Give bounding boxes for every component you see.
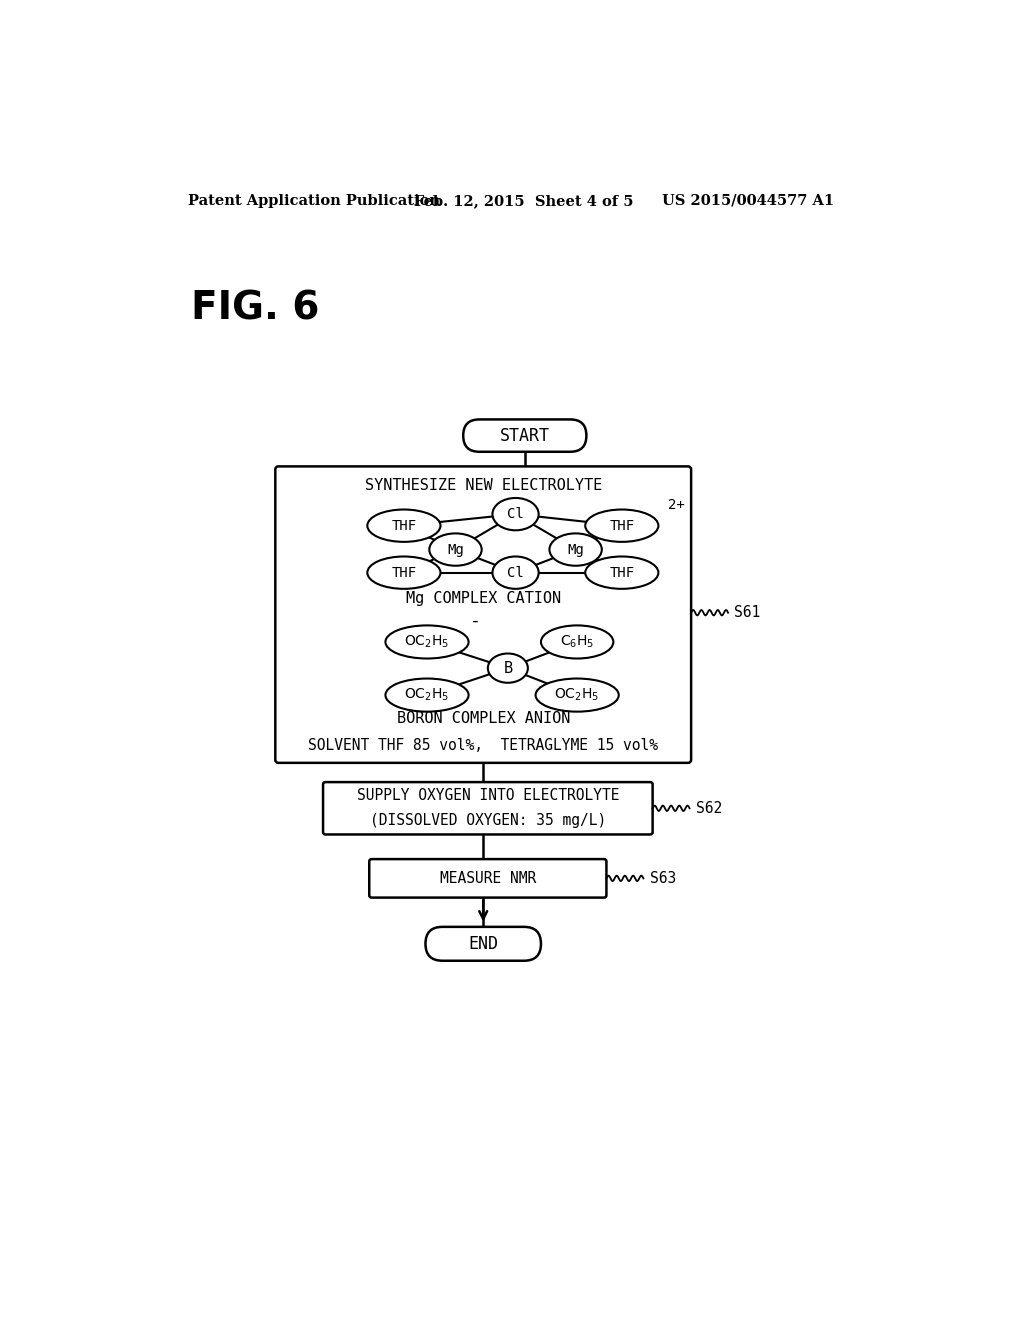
Text: SYNTHESIZE NEW ELECTROLYTE: SYNTHESIZE NEW ELECTROLYTE — [365, 478, 602, 494]
Ellipse shape — [487, 653, 528, 682]
Text: $\mathsf{C_6H_5}$: $\mathsf{C_6H_5}$ — [560, 634, 594, 651]
Ellipse shape — [368, 510, 440, 541]
FancyBboxPatch shape — [323, 781, 652, 834]
Text: Patent Application Publication: Patent Application Publication — [188, 194, 440, 207]
Text: Mg: Mg — [567, 543, 584, 557]
Text: S61: S61 — [734, 605, 761, 620]
Ellipse shape — [493, 557, 539, 589]
Text: THF: THF — [391, 566, 417, 579]
Ellipse shape — [541, 626, 613, 659]
Text: THF: THF — [609, 566, 635, 579]
FancyBboxPatch shape — [370, 859, 606, 898]
Text: S62: S62 — [695, 801, 722, 816]
Text: $\mathsf{OC_2H_5}$: $\mathsf{OC_2H_5}$ — [404, 634, 450, 651]
Ellipse shape — [536, 678, 618, 711]
Text: 2+: 2+ — [668, 498, 685, 512]
Text: THF: THF — [609, 519, 635, 533]
Ellipse shape — [550, 533, 602, 566]
Text: BORON COMPLEX ANION: BORON COMPLEX ANION — [396, 710, 570, 726]
Ellipse shape — [385, 626, 469, 659]
Text: FIG. 6: FIG. 6 — [190, 289, 319, 327]
Text: Cl: Cl — [507, 566, 524, 579]
FancyBboxPatch shape — [275, 466, 691, 763]
Text: Cl: Cl — [507, 507, 524, 521]
Text: START: START — [500, 426, 550, 445]
Ellipse shape — [586, 510, 658, 541]
Text: THF: THF — [391, 519, 417, 533]
Text: $\mathsf{OC_2H_5}$: $\mathsf{OC_2H_5}$ — [404, 686, 450, 704]
FancyBboxPatch shape — [463, 420, 587, 451]
Text: Mg COMPLEX CATION: Mg COMPLEX CATION — [406, 591, 561, 606]
Text: END: END — [468, 935, 499, 953]
Ellipse shape — [586, 557, 658, 589]
Text: Feb. 12, 2015  Sheet 4 of 5: Feb. 12, 2015 Sheet 4 of 5 — [414, 194, 634, 207]
FancyBboxPatch shape — [425, 927, 541, 961]
Text: SOLVENT THF 85 vol%,  TETRAGLYME 15 vol%: SOLVENT THF 85 vol%, TETRAGLYME 15 vol% — [308, 738, 658, 752]
Text: Mg: Mg — [447, 543, 464, 557]
Text: (DISSOLVED OXYGEN: 35 mg/L): (DISSOLVED OXYGEN: 35 mg/L) — [370, 813, 606, 828]
Text: US 2015/0044577 A1: US 2015/0044577 A1 — [662, 194, 834, 207]
Text: S63: S63 — [649, 871, 676, 886]
Text: -: - — [470, 611, 481, 630]
Text: $\mathsf{OC_2H_5}$: $\mathsf{OC_2H_5}$ — [555, 686, 600, 704]
Ellipse shape — [368, 557, 440, 589]
Ellipse shape — [493, 498, 539, 531]
Text: MEASURE NMR: MEASURE NMR — [439, 871, 536, 886]
Text: SUPPLY OXYGEN INTO ELECTROLYTE: SUPPLY OXYGEN INTO ELECTROLYTE — [356, 788, 620, 804]
Ellipse shape — [385, 678, 469, 711]
Ellipse shape — [429, 533, 481, 566]
Text: B: B — [504, 660, 512, 676]
